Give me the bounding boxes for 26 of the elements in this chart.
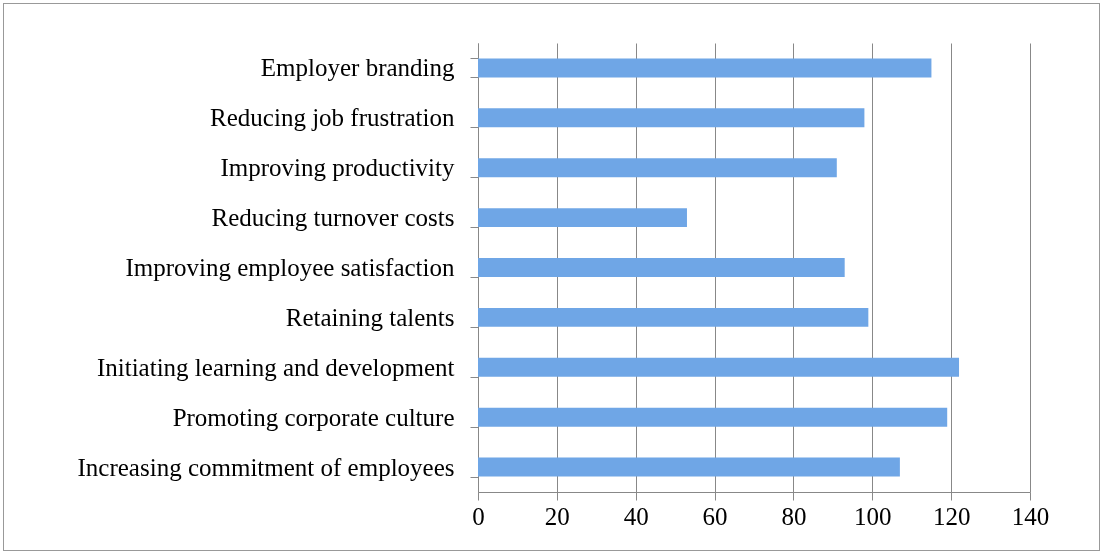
- bar: [478, 258, 845, 277]
- y-tick-label: Employer branding: [260, 54, 455, 82]
- y-tick-label: Reducing job frustration: [210, 104, 455, 132]
- x-tick-label: 80: [781, 502, 807, 530]
- bar: [478, 357, 960, 377]
- x-tick-label: 100: [854, 502, 892, 530]
- y-tick-label: Improving productivity: [220, 154, 455, 182]
- y-tick-label: Initiating learning and development: [96, 353, 455, 381]
- y-tick-label: Reducing turnover costs: [211, 204, 455, 232]
- bar: [478, 158, 837, 178]
- bar: [478, 307, 869, 327]
- x-tick-label: 20: [544, 502, 570, 530]
- x-tick-label: 120: [932, 502, 971, 530]
- bar: [478, 108, 865, 128]
- y-tick-label: Increasing commitment of employees: [77, 453, 455, 481]
- x-tick-label: 0: [472, 502, 485, 530]
- x-tick-label: 40: [623, 502, 649, 530]
- y-tick-label: Improving employee satisfaction: [125, 254, 455, 281]
- bar: [478, 58, 932, 78]
- y-tick-label: Retaining talents: [285, 303, 455, 331]
- y-tick-label: Promoting corporate culture: [172, 403, 455, 431]
- bar: [478, 208, 687, 228]
- x-tick-label: 60: [702, 502, 728, 530]
- bar: [478, 407, 948, 427]
- x-tick-label: 140: [1011, 502, 1050, 530]
- bar: [478, 457, 900, 477]
